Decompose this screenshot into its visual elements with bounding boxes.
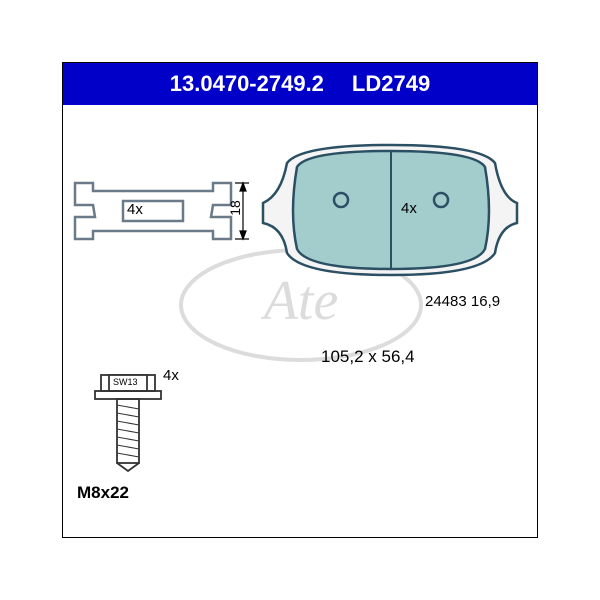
header-bar: 13.0470-2749.2 LD2749 xyxy=(63,63,537,105)
clip-thickness-label: 18 xyxy=(227,200,243,216)
clip-drawing xyxy=(75,183,249,239)
bolt-qty-label: 4x xyxy=(163,367,179,384)
clip-qty-label: 4x xyxy=(127,201,143,218)
part-number: 13.0470-2749.2 xyxy=(170,71,324,97)
product-card: 13.0470-2749.2 LD2749 Ate xyxy=(62,62,538,538)
bolt-spec-label: M8x22 xyxy=(77,483,129,503)
pad-ref-label: 24483 16,9 xyxy=(425,293,500,310)
brake-pad-drawing xyxy=(263,145,517,275)
pad-qty-label: 4x xyxy=(401,200,417,217)
bolt-hex-label: SW13 xyxy=(113,377,138,387)
diagram-area: Ate xyxy=(63,105,537,537)
part-code: LD2749 xyxy=(352,71,430,97)
technical-drawing xyxy=(63,105,539,539)
bolt-drawing xyxy=(95,375,161,471)
pad-dims-label: 105,2 x 56,4 xyxy=(321,347,415,367)
